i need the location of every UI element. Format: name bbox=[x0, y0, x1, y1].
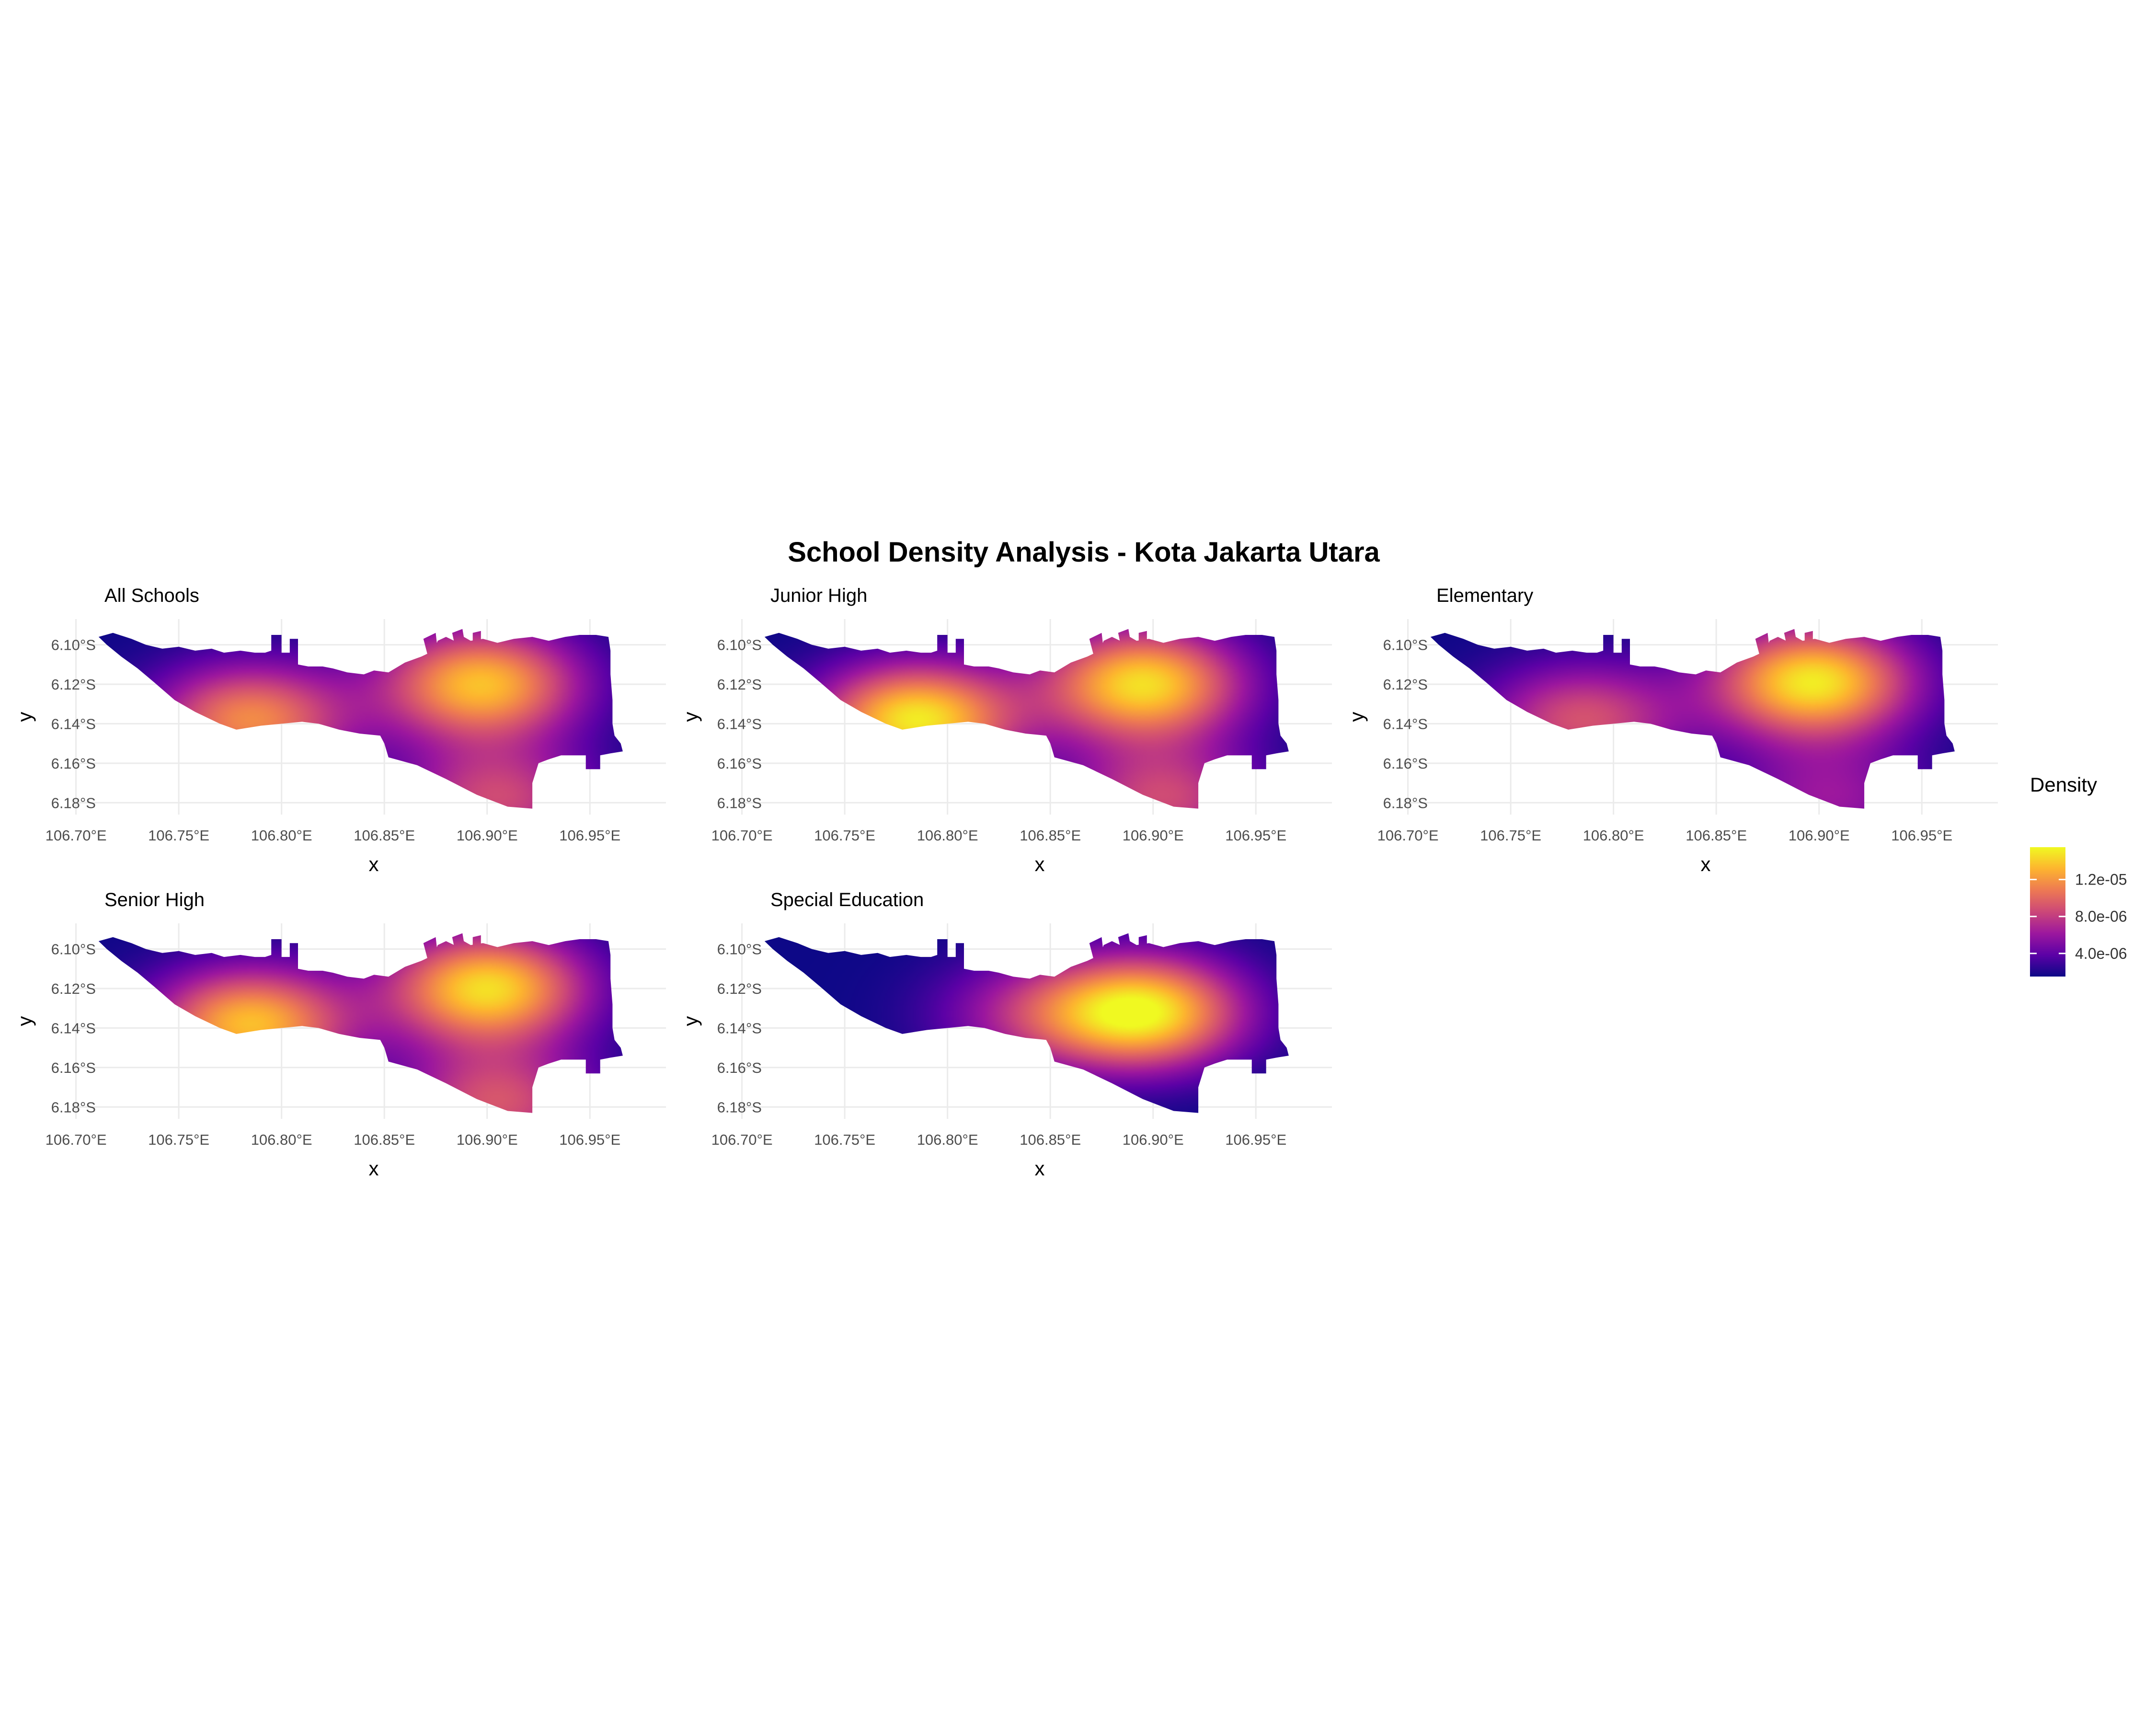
y-tick-label: 6.16°S bbox=[717, 755, 762, 772]
x-tick-label: 106.95°E bbox=[1225, 827, 1286, 844]
facet-2: Junior High 106.70°E 106.75°E 106.80°E 106.8… bbox=[679, 585, 1332, 875]
y-tick-label: 6.12°S bbox=[51, 980, 96, 997]
x-axis-label: x bbox=[369, 853, 379, 875]
x-tick-label: 106.70°E bbox=[1377, 827, 1439, 844]
y-tick-label: 6.18°S bbox=[1383, 794, 1428, 811]
x-tick-label: 106.80°E bbox=[251, 827, 312, 844]
y-tick-label: 6.12°S bbox=[717, 980, 762, 997]
legend-colorbar bbox=[2030, 847, 2065, 977]
y-tick-label: 6.10°S bbox=[51, 637, 96, 654]
y-tick-label: 6.12°S bbox=[51, 676, 96, 693]
y-axis-label: y bbox=[13, 1016, 36, 1026]
y-tick-label: 6.14°S bbox=[717, 715, 762, 732]
y-tick-label: 6.14°S bbox=[1383, 715, 1428, 732]
facet-5: Special Education 106.70°E 106.75°E 106.80°… bbox=[679, 889, 1332, 1180]
x-tick-label: 106.70°E bbox=[46, 1131, 107, 1148]
x-tick-label: 106.75°E bbox=[814, 827, 875, 844]
x-tick-label: 106.80°E bbox=[251, 1131, 312, 1148]
y-tick-label: 6.16°S bbox=[51, 755, 96, 772]
x-tick-label: 106.80°E bbox=[1583, 827, 1644, 844]
density-raster bbox=[98, 933, 623, 1113]
x-axis-label: x bbox=[1701, 853, 1711, 875]
y-tick-label: 6.14°S bbox=[51, 715, 96, 732]
x-tick-label: 106.95°E bbox=[559, 827, 620, 844]
density-raster bbox=[98, 629, 623, 809]
facet-title: Senior High bbox=[104, 889, 205, 910]
x-tick-label: 106.85°E bbox=[354, 1131, 415, 1148]
x-tick-label: 106.95°E bbox=[1891, 827, 1952, 844]
y-tick-label: 6.18°S bbox=[717, 794, 762, 811]
x-tick-label: 106.95°E bbox=[559, 1131, 620, 1148]
y-axis-label: y bbox=[679, 1016, 702, 1026]
x-tick-label: 106.75°E bbox=[148, 1131, 209, 1148]
x-tick-label: 106.70°E bbox=[46, 827, 107, 844]
x-tick-label: 106.90°E bbox=[1789, 827, 1850, 844]
y-tick-label: 6.14°S bbox=[51, 1020, 96, 1036]
x-tick-label: 106.70°E bbox=[711, 1131, 773, 1148]
legend-title: Density bbox=[2030, 773, 2097, 796]
x-axis-label: x bbox=[369, 1157, 379, 1180]
facet-title: Junior High bbox=[770, 585, 867, 606]
x-tick-label: 106.80°E bbox=[917, 1131, 978, 1148]
figure-title: School Density Analysis - Kota Jakarta U… bbox=[788, 537, 1380, 568]
facet-1: All Schools 106.70°E 106.75°E 106.80°E 106.8… bbox=[13, 585, 666, 875]
legend-tick-label: 8.0e-06 bbox=[2075, 908, 2127, 925]
y-tick-label: 6.14°S bbox=[717, 1020, 762, 1036]
density-raster bbox=[764, 933, 1289, 1113]
y-axis-label: y bbox=[679, 712, 702, 722]
y-axis-label: y bbox=[13, 712, 36, 722]
x-tick-label: 106.90°E bbox=[457, 1131, 518, 1148]
x-tick-label: 106.85°E bbox=[354, 827, 415, 844]
x-tick-label: 106.85°E bbox=[1020, 827, 1081, 844]
x-tick-label: 106.75°E bbox=[1480, 827, 1541, 844]
facet-title: All Schools bbox=[104, 585, 199, 606]
y-tick-label: 6.18°S bbox=[51, 794, 96, 811]
y-tick-label: 6.10°S bbox=[51, 941, 96, 958]
facet-title: Special Education bbox=[770, 889, 924, 910]
facet-title: Elementary bbox=[1436, 585, 1533, 606]
y-tick-label: 6.16°S bbox=[51, 1059, 96, 1076]
x-axis-label: x bbox=[1035, 853, 1045, 875]
facet-4: Senior High 106.70°E 106.75°E 106.80°E 106.8… bbox=[13, 889, 666, 1180]
x-tick-label: 106.90°E bbox=[1123, 827, 1184, 844]
y-tick-label: 6.12°S bbox=[1383, 676, 1428, 693]
y-tick-label: 6.16°S bbox=[717, 1059, 762, 1076]
y-tick-label: 6.16°S bbox=[1383, 755, 1428, 772]
x-tick-label: 106.95°E bbox=[1225, 1131, 1286, 1148]
x-axis-label: x bbox=[1035, 1157, 1045, 1180]
x-tick-label: 106.75°E bbox=[148, 827, 209, 844]
x-tick-label: 106.85°E bbox=[1686, 827, 1747, 844]
legend-tick-label: 4.0e-06 bbox=[2075, 945, 2127, 962]
x-tick-label: 106.85°E bbox=[1020, 1131, 1081, 1148]
x-tick-label: 106.70°E bbox=[711, 827, 773, 844]
facet-3: Elementary 106.70°E 106.75°E 106.80°E 106.85… bbox=[1345, 585, 1998, 875]
y-tick-label: 6.10°S bbox=[1383, 637, 1428, 654]
density-raster bbox=[764, 629, 1289, 809]
y-tick-label: 6.18°S bbox=[717, 1099, 762, 1116]
legend-tick-label: 1.2e-05 bbox=[2075, 871, 2127, 888]
density-legend: Density 4.0e-06 8.0e-06 1.2e-05 bbox=[2030, 773, 2127, 977]
density-raster bbox=[1430, 629, 1955, 809]
x-tick-label: 106.80°E bbox=[917, 827, 978, 844]
y-tick-label: 6.10°S bbox=[717, 637, 762, 654]
x-tick-label: 106.90°E bbox=[457, 827, 518, 844]
x-tick-label: 106.90°E bbox=[1123, 1131, 1184, 1148]
y-tick-label: 6.12°S bbox=[717, 676, 762, 693]
x-tick-label: 106.75°E bbox=[814, 1131, 875, 1148]
y-tick-label: 6.18°S bbox=[51, 1099, 96, 1116]
y-tick-label: 6.10°S bbox=[717, 941, 762, 958]
facet-panels: All Schools 106.70°E 106.75°E 106.80°E 106.8… bbox=[13, 585, 1998, 1180]
y-axis-label: y bbox=[1345, 712, 1368, 722]
